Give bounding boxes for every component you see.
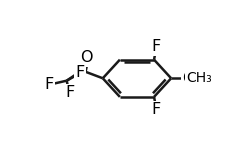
Text: O: O: [182, 71, 195, 86]
Text: F: F: [75, 65, 85, 80]
Text: F: F: [152, 39, 161, 54]
Text: CH₃: CH₃: [186, 71, 211, 85]
Text: F: F: [65, 85, 74, 100]
Text: O: O: [80, 51, 93, 65]
Text: F: F: [45, 77, 54, 92]
Text: F: F: [152, 102, 161, 117]
